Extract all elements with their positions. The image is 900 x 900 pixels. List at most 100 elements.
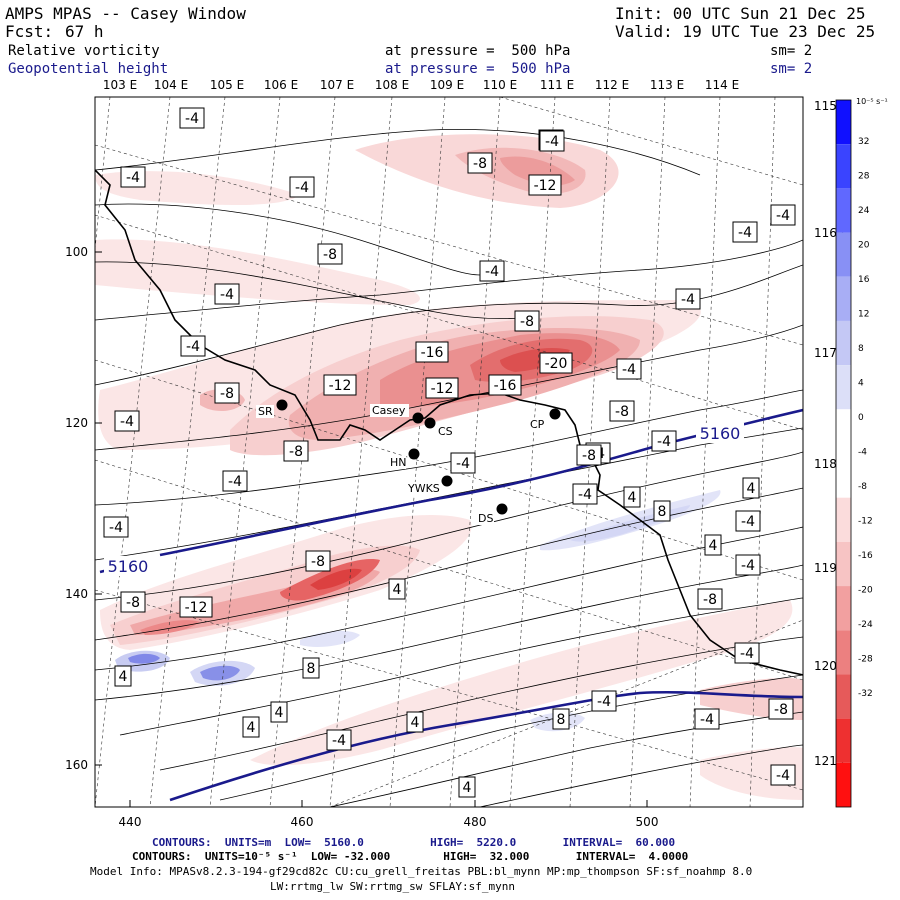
colorbar-segment	[836, 409, 851, 454]
vorticity-label: 8	[653, 500, 671, 522]
vorticity-label: -4	[289, 176, 315, 198]
colorbar-segment	[836, 630, 851, 675]
vorticity-label: -20	[539, 352, 573, 374]
vorticity-label: -4	[539, 130, 565, 152]
vorticity-label: -8	[467, 152, 493, 174]
svg-text:4: 4	[393, 582, 402, 598]
vorticity-label: -4	[179, 107, 205, 129]
svg-text:-4: -4	[622, 362, 636, 378]
svg-text:-4: -4	[220, 287, 234, 303]
vorticity-contours	[95, 129, 803, 807]
svg-text:4: 4	[119, 669, 128, 685]
y-tick-label: 100	[65, 245, 88, 259]
vorticity-label: -16	[488, 374, 522, 396]
forecast-label: Fcst:	[5, 22, 54, 41]
longitude-top-label: 106 E	[264, 78, 298, 92]
svg-text:-4: -4	[741, 514, 755, 530]
station-casey: Casey	[370, 404, 424, 424]
colorbar-segment	[836, 320, 851, 366]
y-tick-label: 160	[65, 758, 88, 772]
init-time: Init: 00 UTC Sun 21 Dec 25	[615, 4, 866, 23]
svg-text:-8: -8	[220, 386, 234, 402]
svg-text:-4: -4	[657, 434, 671, 450]
colorbar-tick-label: -12	[858, 517, 873, 527]
colorbar-segment	[836, 541, 851, 587]
svg-text:-8: -8	[774, 702, 788, 718]
vorticity-label: 4	[388, 578, 406, 600]
svg-text:SR: SR	[258, 405, 273, 418]
svg-text:4: 4	[463, 780, 472, 796]
footer-vorticity-contours: CONTOURS: UNITS=10⁻⁵ s⁻¹ LOW= -32.000 HI…	[132, 850, 689, 863]
svg-text:4: 4	[628, 490, 637, 506]
svg-text:8: 8	[557, 712, 566, 728]
colorbar-segment	[836, 762, 851, 807]
vorticity-label: -4	[616, 358, 642, 380]
vorticity-label: -8	[283, 440, 309, 462]
colorbar-tick-label: 16	[858, 275, 870, 285]
vorticity-label: -4	[114, 410, 140, 432]
colorbar-tick-label: -24	[858, 620, 873, 630]
svg-text:-20: -20	[545, 356, 568, 372]
svg-text:HN: HN	[390, 456, 407, 469]
station-sr: SR	[256, 399, 288, 418]
svg-text:-8: -8	[289, 444, 303, 460]
colorbar-segment	[836, 144, 851, 189]
field2-pressure: at pressure = 500 hPa	[385, 61, 571, 77]
vorticity-label: -4	[222, 470, 248, 492]
vorticity-label: -4	[479, 260, 505, 282]
colorbar-segment	[836, 586, 851, 631]
vorticity-label: -12	[425, 377, 459, 399]
y-tick-label: 140	[65, 587, 88, 601]
vorticity-label: 8	[552, 708, 570, 730]
svg-text:-8: -8	[323, 247, 337, 263]
svg-text:-12: -12	[431, 381, 454, 397]
colorbar-tick-label: -16	[858, 551, 873, 561]
svg-text:-4: -4	[126, 170, 140, 186]
svg-text:-4: -4	[776, 208, 790, 224]
vorticity-label: -8	[768, 698, 794, 720]
station-ywks: YWKS	[406, 475, 453, 495]
plot-title: AMPS MPAS -- Casey Window	[5, 4, 246, 23]
longitude-top-label: 114 E	[705, 78, 739, 92]
vorticity-label: -4	[180, 335, 206, 357]
svg-text:-4: -4	[741, 558, 755, 574]
svg-text:Casey: Casey	[372, 404, 406, 417]
vorticity-label: -8	[514, 310, 540, 332]
x-tick-label: 480	[464, 815, 487, 829]
colorbar-segment	[836, 453, 851, 498]
height-contour-label: 5160	[696, 423, 744, 443]
svg-text:-8: -8	[126, 595, 140, 611]
svg-text:-4: -4	[545, 134, 559, 150]
svg-text:-12: -12	[329, 378, 352, 394]
vorticity-label: 4	[270, 701, 288, 723]
height-contour-label: 5160	[104, 556, 152, 576]
vorticity-label: -8	[214, 382, 240, 404]
vorticity-label: -8	[305, 550, 331, 572]
longitude-top-label: 105 E	[210, 78, 244, 92]
svg-text:4: 4	[411, 715, 420, 731]
vorticity-label: -4	[651, 430, 677, 452]
x-tick-label: 440	[119, 815, 142, 829]
svg-text:-4: -4	[740, 646, 754, 662]
vorticity-label: 4	[242, 716, 260, 738]
vorticity-label: 4	[114, 665, 132, 687]
forecast-hour: 67 h	[65, 22, 104, 41]
vorticity-label-group: -4 -4 -4 -8 -12 -8 -4 -4 -8 -4 -4 -16 -8 -20 -12 -12 -16…	[103, 107, 796, 798]
colorbar-tick-label: 28	[858, 172, 870, 182]
vorticity-label: 4	[623, 486, 641, 508]
station-ds: DS	[476, 503, 508, 525]
longitude-top-label: 113 E	[650, 78, 684, 92]
svg-text:-8: -8	[615, 404, 629, 420]
svg-text:-4: -4	[700, 712, 714, 728]
colorbar-tick-label: -8	[858, 482, 867, 492]
svg-text:-4: -4	[120, 414, 134, 430]
colorbar-tick-label: 24	[858, 206, 870, 216]
svg-text:-8: -8	[473, 156, 487, 172]
field1-pressure: at pressure = 500 hPa	[385, 43, 571, 59]
longitude-top-label: 108 E	[375, 78, 409, 92]
svg-text:-4: -4	[485, 264, 499, 280]
vorticity-label: -4	[450, 452, 476, 474]
svg-text:-4: -4	[597, 694, 611, 710]
vorticity-label: 4	[406, 711, 424, 733]
